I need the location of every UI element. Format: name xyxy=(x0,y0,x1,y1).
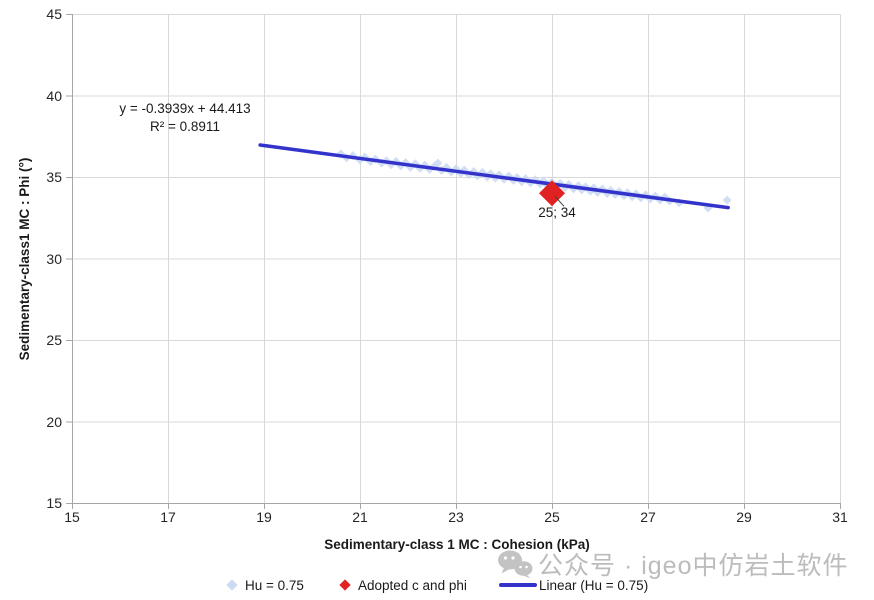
x-tick-label: 27 xyxy=(640,509,656,525)
y-tick-label: 40 xyxy=(46,87,62,104)
x-tick-label: 19 xyxy=(256,509,272,525)
legend-label-linear: Linear (Hu = 0.75) xyxy=(539,577,649,593)
wechat-icon xyxy=(498,550,533,579)
x-tick-label: 17 xyxy=(160,509,176,525)
scatter-point xyxy=(722,195,732,205)
adopted-point-leader-line xyxy=(554,195,565,207)
adopted-point-label: 25; 34 xyxy=(538,205,576,220)
y-tick-label: 15 xyxy=(46,495,62,511)
scatter-diamond-swatch xyxy=(226,579,238,591)
trendline xyxy=(258,143,730,210)
y-tick-label: 25 xyxy=(46,332,62,348)
x-tick-label: 21 xyxy=(352,509,368,525)
y-tick-label: 45 xyxy=(46,6,62,22)
x-tick-label: 31 xyxy=(832,509,848,525)
legend-item-hu: Hu = 0.75 xyxy=(226,577,304,593)
legend-item-adopted: Adopted c and phi xyxy=(339,577,467,593)
y-tick-label: 30 xyxy=(46,250,62,267)
adopted-diamond-swatch xyxy=(339,579,351,591)
y-tick-label: 20 xyxy=(46,413,62,430)
trendline-swatch xyxy=(499,583,537,587)
x-tick-label: 15 xyxy=(64,509,80,525)
legend-label-hu: Hu = 0.75 xyxy=(245,577,304,593)
x-tick-label: 29 xyxy=(736,509,752,525)
x-axis-title: Sedimentary-class 1 MC : Cohesion (kPa) xyxy=(324,537,590,552)
scatter-point xyxy=(433,158,443,168)
trendline-equation-line1: y = -0.3939x + 44.413 xyxy=(119,101,251,116)
watermark: 公众号 · igeo中仿岩土软件 xyxy=(497,546,848,582)
y-tick-label: 35 xyxy=(46,169,62,185)
legend-label-adopted: Adopted c and phi xyxy=(358,577,467,593)
trendline-r-squared: R² = 0.8911 xyxy=(150,118,220,134)
trendline-equation: y = -0.3939x + 44.413 R² = 0.8911 xyxy=(85,100,285,135)
x-tick-label: 23 xyxy=(448,509,464,525)
watermark-text: 公众号 · igeo中仿岩土软件 xyxy=(538,552,849,580)
x-tick-label: 25 xyxy=(544,509,560,525)
legend-item-linear: Linear (Hu = 0.75) xyxy=(499,577,648,593)
